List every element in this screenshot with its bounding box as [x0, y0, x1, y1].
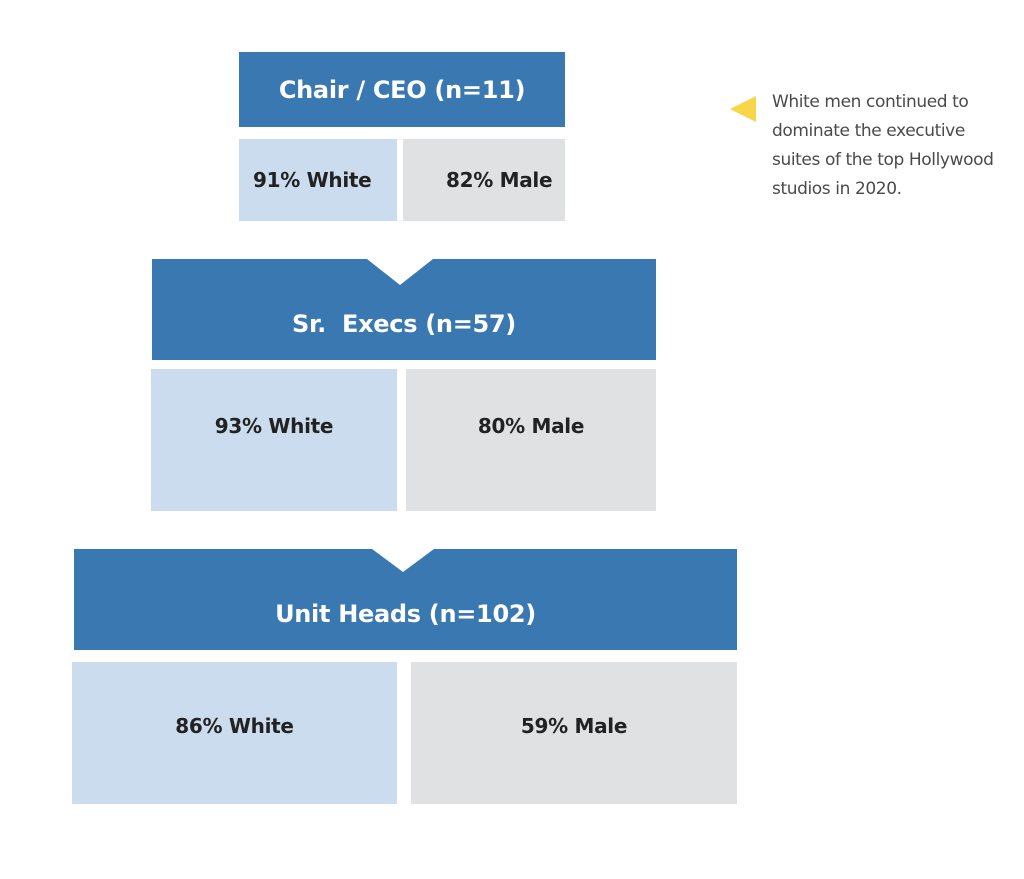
- male-percentage-cell: 59% Male: [411, 662, 737, 804]
- white-percentage-cell: 91% White: [239, 139, 397, 221]
- white-percentage-cell: 86% White: [72, 662, 397, 804]
- male-percentage-label: 59% Male: [520, 714, 628, 738]
- male-percentage-label: 82% Male: [446, 168, 553, 192]
- tier-header-chair-ceo: Chair / CEO (n=11): [239, 52, 565, 127]
- tier-header-sr-execs: Sr. Execs (n=57): [152, 259, 656, 360]
- male-percentage-cell: 82% Male: [403, 139, 565, 221]
- tier-label: Unit Heads (n=102): [275, 599, 536, 628]
- male-percentage-cell: 80% Male: [406, 369, 656, 511]
- chevron-down-icon: [372, 549, 434, 572]
- white-percentage-label: 86% White: [175, 714, 294, 738]
- triangle-left-icon: [730, 96, 756, 122]
- white-percentage-label: 93% White: [214, 414, 334, 438]
- white-percentage-label: 91% White: [253, 168, 372, 192]
- male-percentage-label: 80% Male: [477, 414, 585, 438]
- tier-label: Sr. Execs (n=57): [292, 309, 516, 338]
- chevron-down-icon: [367, 259, 433, 285]
- callout-annotation: White men continued to dominate the exec…: [772, 92, 994, 199]
- tier-header-unit-heads: Unit Heads (n=102): [74, 549, 737, 650]
- white-percentage-cell: 93% White: [151, 369, 397, 511]
- tier-label: Chair / CEO (n=11): [278, 75, 526, 104]
